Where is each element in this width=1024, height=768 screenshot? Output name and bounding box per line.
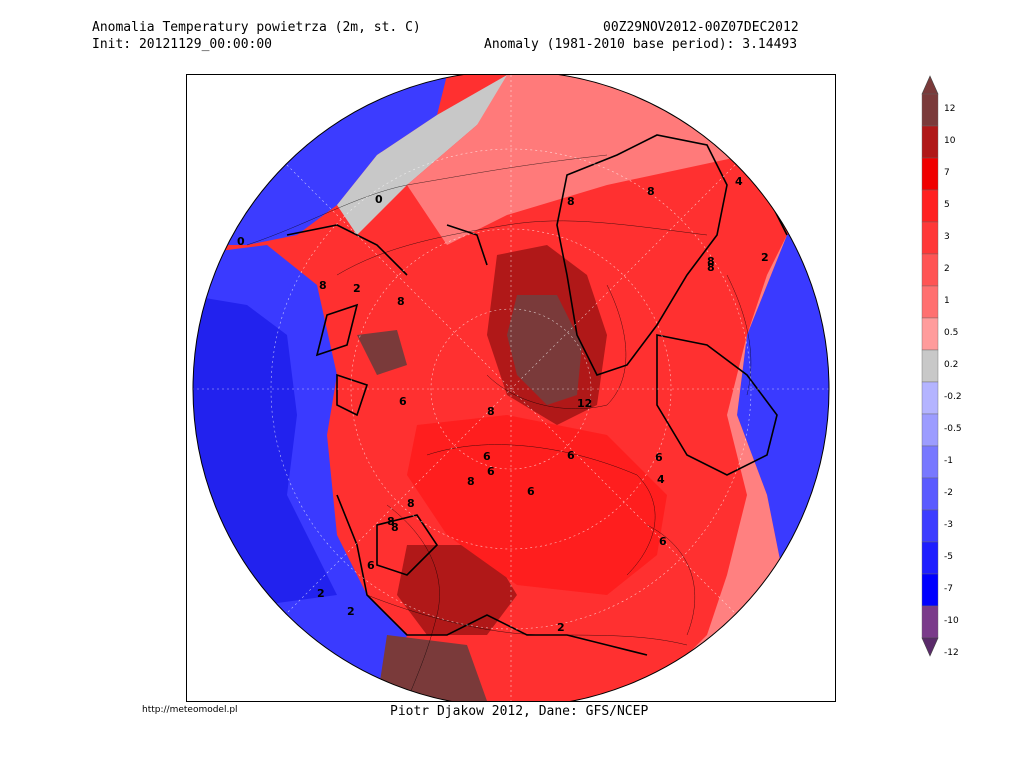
warm-max-core <box>507 295 582 405</box>
contour-label: 8 <box>707 255 715 268</box>
legend-swatch <box>921 317 939 351</box>
map-disc-outline <box>192 75 830 701</box>
legend-swatch <box>921 573 939 607</box>
legend-label: -10 <box>944 616 959 626</box>
color-legend <box>921 75 939 657</box>
warm-core-south <box>397 545 517 635</box>
contour-label: 6 <box>399 395 407 408</box>
contour-label: 8 <box>567 195 575 208</box>
contour-label: 6 <box>367 559 375 572</box>
legend-swatch <box>921 93 939 127</box>
contour-label: 2 <box>317 587 325 600</box>
contour-label: 8 <box>391 521 399 534</box>
legend-swatch <box>921 157 939 191</box>
contour-label: 8 <box>487 405 495 418</box>
contour-label: 8 <box>467 475 475 488</box>
legend-label: -3 <box>944 520 953 530</box>
contour-label: 6 <box>483 450 491 463</box>
init-time: Init: 20121129_00:00:00 <box>92 37 273 52</box>
contour-label: 8 <box>319 279 327 292</box>
contour-label: 2 <box>557 621 565 634</box>
contour-label: 0 <box>237 235 245 248</box>
legend-swatch <box>921 413 939 447</box>
legend-swatch <box>921 477 939 511</box>
legend-label: -5 <box>944 552 953 562</box>
warm-core-southwest <box>377 635 487 701</box>
contour-label: 8 <box>647 185 655 198</box>
legend-label: -0.2 <box>944 392 962 402</box>
map-frame: 0 0 2 8 8 6 8 8 8 8 4 8 2 6 12 8 6 6 8 4 6 6 2 6 2 2 6 8 8 <box>186 74 836 702</box>
contour-label: 6 <box>659 535 667 548</box>
valid-period: 00Z29NOV2012-00Z07DEC2012 <box>603 20 799 35</box>
warm-core-west-small <box>357 330 407 375</box>
contour-label: 6 <box>655 451 663 464</box>
warm-interior <box>407 415 667 595</box>
graticule <box>193 75 829 701</box>
contour-lines <box>246 154 752 701</box>
legend-label: -2 <box>944 488 953 498</box>
contour-label: 6 <box>527 485 535 498</box>
legend-swatch <box>921 605 939 639</box>
contour-label: 8 <box>407 497 415 510</box>
legend-label: 10 <box>944 136 956 146</box>
contour-label: 8 <box>397 295 405 308</box>
legend-label: -12 <box>944 648 959 658</box>
pink-band-north <box>407 75 747 245</box>
contour-label: 2 <box>761 251 769 264</box>
anomaly-value: Anomaly (1981-2010 base period): 3.14493 <box>484 37 798 52</box>
legend-swatch <box>921 285 939 319</box>
legend-label: 0.5 <box>944 328 959 338</box>
legend-swatch <box>921 445 939 479</box>
contour-label: 8 <box>707 261 715 274</box>
legend-swatch <box>921 509 939 543</box>
contour-label: 6 <box>567 449 575 462</box>
contour-label: 4 <box>735 175 743 188</box>
contour-label: 6 <box>487 465 495 478</box>
legend-label: -7 <box>944 584 953 594</box>
contour-label: 4 <box>657 473 665 486</box>
contour-label: 12 <box>577 397 592 410</box>
legend-label: -1 <box>944 456 953 466</box>
legend-label: 0.2 <box>944 360 959 370</box>
legend-swatch <box>921 221 939 255</box>
legend-swatch <box>921 125 939 159</box>
legend-swatch <box>921 253 939 287</box>
legend-label: 7 <box>944 168 950 178</box>
legend-label: -0.5 <box>944 424 962 434</box>
contour-label: 2 <box>353 282 361 295</box>
map-title: Anomalia Temperatury powietrza (2m, st. … <box>92 20 421 35</box>
contour-label: 0 <box>375 193 383 206</box>
legend-label: 3 <box>944 232 950 242</box>
legend-label: 5 <box>944 200 950 210</box>
pink-band-east <box>667 235 787 675</box>
legend-top-arrow <box>921 75 939 95</box>
legend-bottom-arrow <box>921 637 939 657</box>
contour-label: 2 <box>347 605 355 618</box>
legend-label: 2 <box>944 264 950 274</box>
legend-swatch <box>921 189 939 223</box>
legend-swatch <box>921 349 939 383</box>
contour-label: 8 <box>387 515 395 528</box>
legend-label: 1 <box>944 296 950 306</box>
legend-label: 12 <box>944 104 956 114</box>
legend-swatch <box>921 381 939 415</box>
legend-swatch <box>921 541 939 575</box>
source-url[interactable]: http://meteomodel.pl <box>142 705 238 715</box>
gray-band-northwest <box>337 75 527 235</box>
credit-line: Piotr Djakow 2012, Dane: GFS/NCEP <box>390 704 649 719</box>
